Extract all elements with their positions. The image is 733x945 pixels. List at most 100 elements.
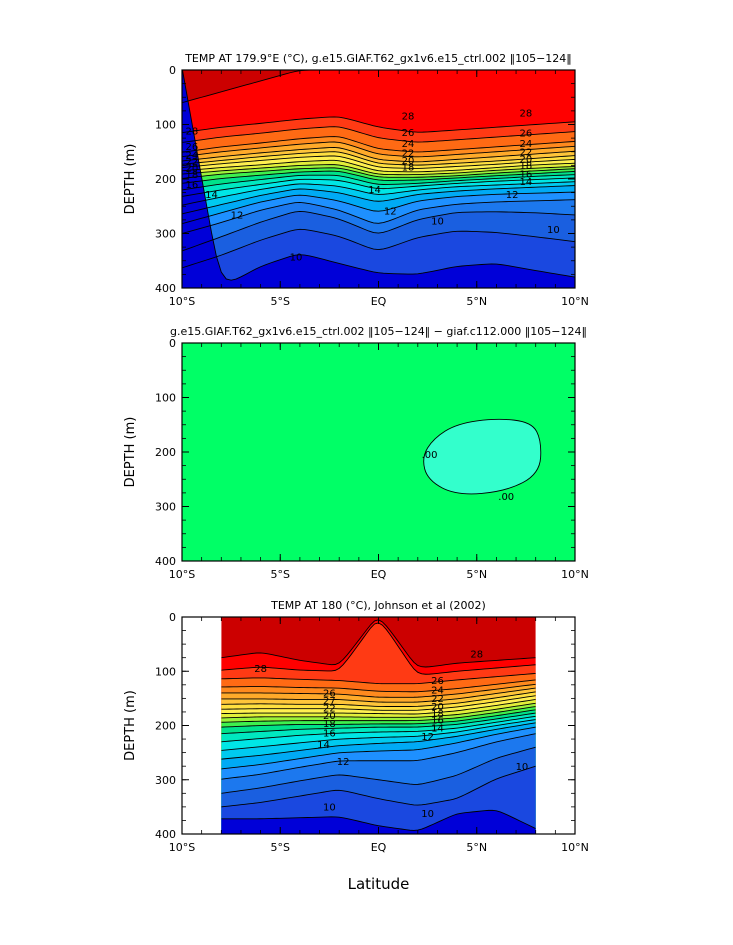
x-tick-label: 5°S — [271, 295, 290, 308]
contour-label: 12 — [231, 210, 244, 221]
contour-line — [221, 683, 536, 698]
x-tick-label: 5°S — [271, 841, 290, 854]
contour-label: 16 — [323, 729, 336, 740]
contour-line — [182, 159, 575, 173]
contour-line — [182, 155, 575, 169]
contour-line — [221, 706, 536, 723]
contour-line — [182, 151, 575, 166]
contour-line — [182, 228, 575, 269]
x-tick-label: EQ — [371, 295, 387, 308]
contour-label: 20 — [431, 702, 444, 713]
x-tick-label: 10°N — [561, 295, 589, 308]
contour-fills — [221, 617, 536, 834]
contour-line — [221, 699, 536, 715]
contour-label: .00 — [422, 450, 438, 461]
contour-line — [221, 687, 536, 703]
contour-label: .00 — [498, 492, 514, 503]
contour-label: 26 — [323, 688, 336, 699]
contour-line — [221, 712, 536, 735]
contour-line — [182, 70, 345, 104]
panel-title: g.e15.GIAF.T62_gx1v6.e15_ctrl.002 ‖105−1… — [170, 325, 587, 338]
contour-label: 16 — [520, 170, 533, 181]
contour-label: 14 — [317, 740, 330, 751]
contour-label: 28 — [520, 109, 533, 120]
contour-line — [182, 116, 575, 134]
contour-line — [221, 746, 536, 794]
contour-label: 14 — [368, 185, 381, 196]
y-axis-label: DEPTH (m) — [123, 144, 138, 215]
y-tick-label: 100 — [155, 119, 176, 132]
contour-label: 22 — [431, 694, 444, 705]
x-tick-label: 10°S — [169, 568, 195, 581]
contour-label: 10 — [516, 762, 529, 773]
contour-label: 27 — [323, 696, 336, 707]
x-tick-label: 5°N — [466, 841, 487, 854]
y-tick-label: 0 — [169, 611, 176, 624]
contour-line — [182, 185, 575, 215]
contour-line — [182, 126, 575, 143]
contour-line — [221, 679, 536, 693]
contour-line — [221, 765, 536, 808]
contour-line — [182, 177, 575, 197]
contour-label: 28 — [402, 111, 415, 122]
negative-region — [423, 418, 542, 495]
contour-label: 14 — [520, 177, 533, 188]
contour-label: 26 — [431, 676, 444, 687]
contour-label: 14 — [431, 724, 444, 735]
contour-label: 14 — [205, 190, 218, 201]
y-tick-label: 200 — [155, 446, 176, 459]
x-tick-label: 5°S — [271, 568, 290, 581]
contour-line — [221, 809, 536, 831]
contour-line — [182, 147, 575, 163]
contour-band — [221, 810, 536, 834]
contour-label: 22 — [185, 157, 198, 168]
panel-3: 2828262624222018161427222018161412121010… — [123, 599, 589, 854]
y-tick-label: 400 — [155, 555, 176, 568]
contour-label: 16 — [185, 180, 198, 191]
contour-label: 18 — [323, 719, 336, 730]
panel-title: TEMP AT 180 (°C), Johnson et al (2002) — [270, 599, 486, 612]
y-tick-label: 100 — [155, 392, 176, 405]
contour-fills — [182, 70, 575, 288]
contour-line — [221, 709, 536, 728]
contour-label: 24 — [431, 686, 444, 697]
contour-line — [182, 181, 575, 206]
contour-label: 10 — [323, 802, 336, 813]
y-tick-label: 0 — [169, 337, 176, 350]
contour-label: 16 — [431, 716, 444, 727]
y-tick-label: 300 — [155, 228, 176, 241]
contour-line — [182, 174, 575, 191]
y-tick-label: 200 — [155, 720, 176, 733]
x-tick-label: 5°N — [466, 295, 487, 308]
contour-label: 12 — [337, 757, 350, 768]
x-tick-label: 5°N — [466, 568, 487, 581]
x-tick-label: EQ — [371, 568, 387, 581]
x-tick-label: 10°N — [561, 841, 589, 854]
contour-label: 10 — [431, 216, 444, 227]
contour-line — [221, 702, 536, 719]
contour-line — [182, 70, 575, 281]
contour-label: 12 — [384, 207, 397, 218]
contour-label: 10 — [547, 225, 560, 236]
contour-label: 10 — [421, 809, 434, 820]
y-axis-label: DEPTH (m) — [123, 690, 138, 761]
contour-label: 18 — [431, 709, 444, 720]
contour-label: 20 — [402, 156, 415, 167]
contour-label: 22 — [402, 148, 415, 159]
contour-label: 18 — [402, 163, 415, 174]
contour-line — [182, 136, 575, 153]
contour-label: 20 — [520, 154, 533, 165]
contour-label: 18 — [520, 161, 533, 172]
contour-line — [182, 199, 575, 234]
contour-label: 20 — [323, 711, 336, 722]
contour-line — [221, 715, 536, 743]
contour-label: 20 — [185, 164, 198, 175]
x-tick-label: 10°S — [169, 295, 195, 308]
contour-label: 26 — [520, 129, 533, 140]
contour-line — [221, 726, 536, 770]
contour-line — [221, 719, 536, 751]
contour-label: 12 — [421, 732, 434, 743]
contour-label: 18 — [185, 170, 198, 181]
